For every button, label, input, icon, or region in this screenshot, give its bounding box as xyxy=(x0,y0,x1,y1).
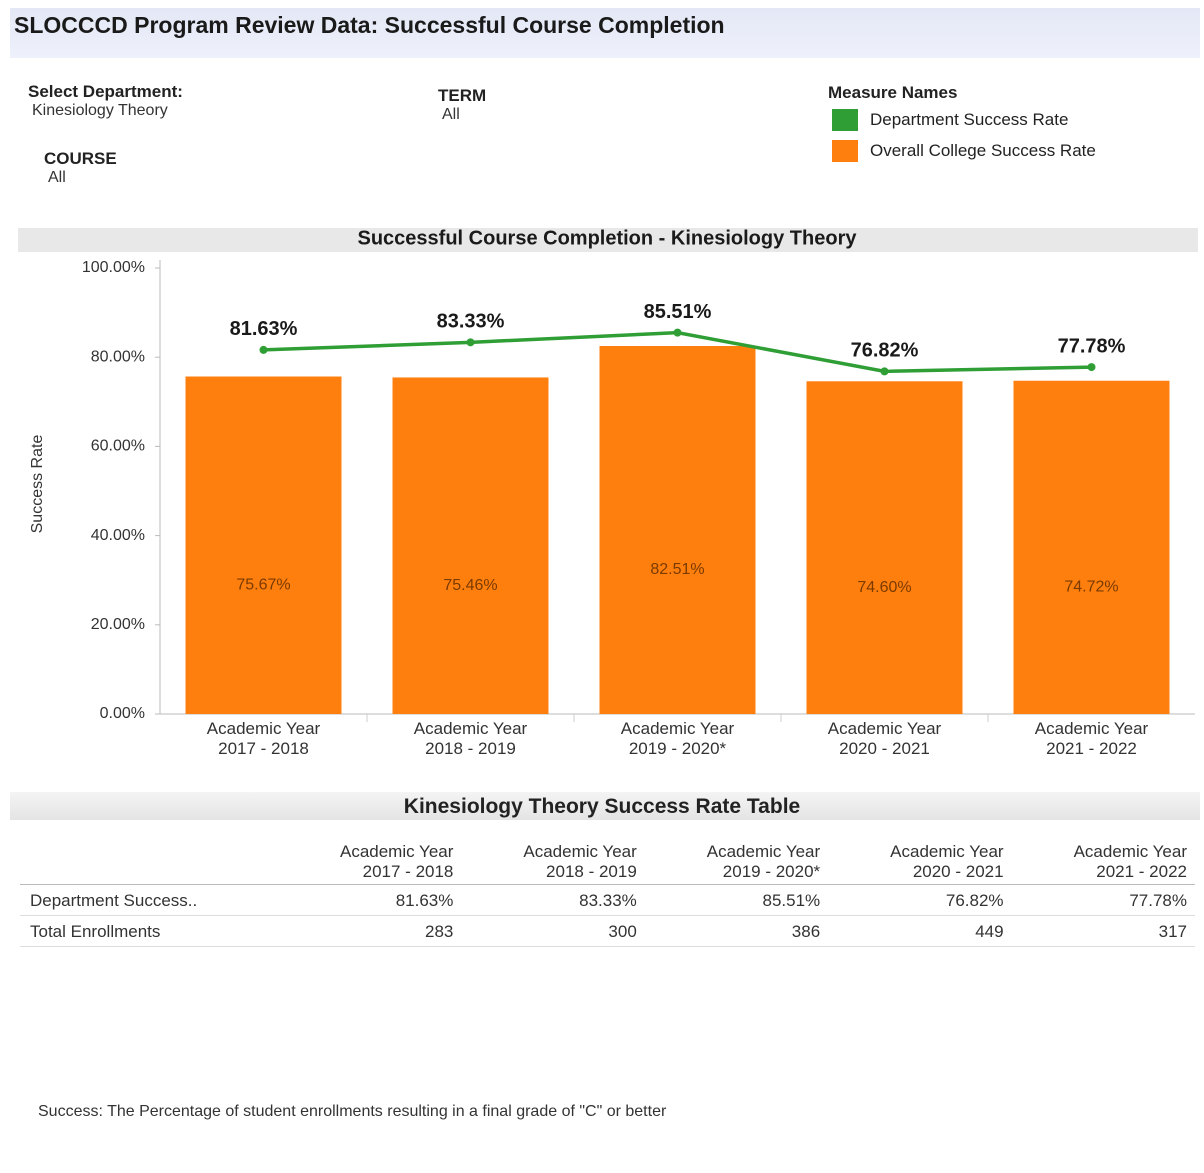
column-header: Academic Year 2019 - 2020* xyxy=(644,842,829,885)
bar xyxy=(392,377,549,714)
table: Academic Year 2017 - 2018 Academic Year 2… xyxy=(20,842,1195,947)
line-point xyxy=(673,328,682,337)
bar-value-label: 82.51% xyxy=(650,561,704,578)
table-cell: 81.63% xyxy=(278,884,462,916)
line-value-label: 85.51% xyxy=(644,301,712,323)
filter-value: All xyxy=(48,169,66,186)
bar xyxy=(1013,380,1170,714)
filter-value: Kinesiology Theory xyxy=(32,102,168,119)
legend-item[interactable]: Department Success Rate xyxy=(828,109,1096,131)
chart-title: Successful Course Completion - Kinesiolo… xyxy=(358,228,858,249)
bar-value-label: 74.60% xyxy=(857,579,911,596)
line-value-label: 83.33% xyxy=(437,311,505,333)
row-header: Department Success.. xyxy=(20,884,278,916)
table-cell: 77.78% xyxy=(1011,884,1195,916)
filter-value: All xyxy=(442,106,460,123)
footnote: Success: The Percentage of student enrol… xyxy=(38,1103,667,1120)
table-cell: 76.82% xyxy=(828,884,1012,916)
x-tick-label: Academic Year 2020 - 2021 xyxy=(827,719,942,758)
bar-value-label: 74.72% xyxy=(1064,579,1118,596)
line-point xyxy=(466,338,475,347)
table-row: Total Enrollments 283 300 386 449 317 xyxy=(20,915,1195,947)
legend-title: Measure Names xyxy=(828,83,958,102)
filter-label: Select Department: xyxy=(28,82,183,101)
table-header-row: Academic Year 2017 - 2018 Academic Year 2… xyxy=(20,842,1195,885)
line-value-label: 81.63% xyxy=(230,318,298,340)
header-bar xyxy=(10,8,1200,58)
y-tick-label: 60.00% xyxy=(91,438,145,455)
legend-label: Department Success Rate xyxy=(870,110,1069,129)
column-header: Academic Year 2021 - 2022 xyxy=(1011,842,1195,885)
bar xyxy=(806,381,963,714)
bar-value-label: 75.46% xyxy=(443,577,497,594)
y-axis-label: Success Rate xyxy=(29,435,46,534)
legend-swatch xyxy=(832,140,858,162)
filter[interactable]: TERM All xyxy=(438,86,486,124)
table-cell: 85.51% xyxy=(644,884,829,916)
line-value-label: 76.82% xyxy=(851,340,919,362)
y-tick-label: 20.00% xyxy=(91,616,145,633)
column-header: Academic Year 2020 - 2021 xyxy=(828,842,1012,885)
table-cell: 317 xyxy=(1011,915,1195,947)
legend: Measure Names Department Success Rate Ove… xyxy=(828,83,1096,171)
legend-item[interactable]: Overall College Success Rate xyxy=(828,140,1096,162)
table-cell: 283 xyxy=(278,915,462,947)
table-cell: 386 xyxy=(644,915,829,947)
line-point xyxy=(880,367,889,376)
chart-svg: Successful Course Completion - Kinesiolo… xyxy=(18,228,1198,722)
filter[interactable]: Select Department: Kinesiology Theory xyxy=(28,82,183,120)
x-tick-label: Academic Year 2017 - 2018 xyxy=(206,719,321,758)
x-tick-label: Academic Year 2018 - 2019 xyxy=(413,719,528,758)
title-strip xyxy=(18,228,1198,252)
table-title: Kinesiology Theory Success Rate Table xyxy=(403,795,801,818)
line-value-label: 77.78% xyxy=(1058,335,1126,357)
table-row: Department Success.. 81.63% 83.33% 85.51% 76… xyxy=(20,884,1195,916)
y-tick-label: 100.00% xyxy=(82,259,145,276)
row-header: Total Enrollments xyxy=(20,915,278,947)
filter-label: TERM xyxy=(438,86,487,105)
table-title-strip xyxy=(10,792,1200,820)
table-cell: 449 xyxy=(828,915,1012,947)
bar-value-label: 75.67% xyxy=(236,576,290,593)
line-point xyxy=(1087,363,1096,372)
bar xyxy=(599,346,756,714)
filter-label: COURSE xyxy=(44,149,117,168)
legend-swatch xyxy=(832,109,858,131)
chart: Successful Course Completion - Kinesiolo… xyxy=(0,228,1204,773)
column-header: Academic Year 2018 - 2019 xyxy=(461,842,645,885)
x-tick-label: Academic Year 2019 - 2020* xyxy=(620,719,735,758)
x-tick-label: Academic Year 2021 - 2022 xyxy=(1034,719,1149,758)
line-point xyxy=(259,345,268,354)
table-corner xyxy=(20,842,278,885)
page-title: SLOCCCD Program Review Data: Successful … xyxy=(14,12,725,38)
y-tick-label: 0.00% xyxy=(100,705,145,722)
y-tick-label: 80.00% xyxy=(91,348,145,365)
table-cell: 300 xyxy=(461,915,645,947)
legend-label: Overall College Success Rate xyxy=(870,141,1096,160)
y-tick-label: 40.00% xyxy=(91,527,145,544)
table-cell: 83.33% xyxy=(461,884,645,916)
filter[interactable]: COURSE All xyxy=(44,149,117,187)
column-header: Academic Year 2017 - 2018 xyxy=(278,842,462,885)
bar xyxy=(185,376,342,714)
